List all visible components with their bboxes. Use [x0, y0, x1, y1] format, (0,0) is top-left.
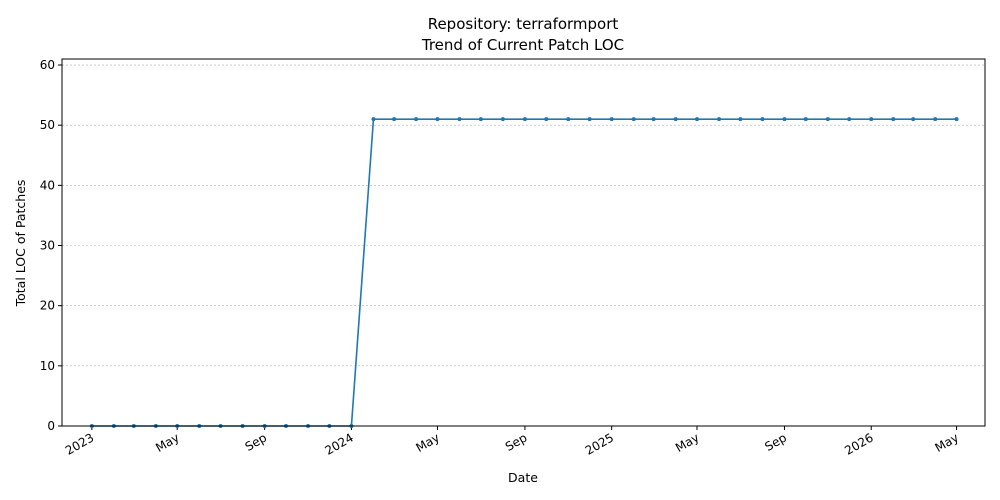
y-tick-label: 20 — [40, 299, 55, 313]
data-point — [587, 117, 592, 122]
data-point — [631, 117, 636, 122]
data-point — [891, 117, 896, 122]
plot-frame — [61, 58, 986, 427]
x-tick-label: May — [933, 430, 961, 455]
chart-title: Repository: terraformport — [428, 15, 619, 33]
data-point — [760, 117, 765, 122]
data-point — [392, 117, 397, 122]
data-point — [457, 117, 462, 122]
data-point — [825, 117, 830, 122]
data-point — [717, 117, 722, 122]
data-point — [478, 117, 483, 122]
data-point — [933, 117, 938, 122]
x-tick-label: May — [153, 430, 181, 455]
x-tick-label: May — [413, 430, 441, 455]
x-tick-label: 2025 — [583, 430, 616, 457]
data-point — [803, 117, 808, 122]
x-tick-label: Sep — [503, 430, 530, 453]
data-point — [435, 117, 440, 122]
series-layer — [89, 117, 959, 428]
x-tick-label: May — [673, 430, 701, 455]
y-tick-label: 50 — [40, 118, 55, 132]
x-tick-label: 2026 — [842, 430, 875, 457]
data-point — [609, 117, 614, 122]
x-axis-ticks: 2023 May Sep 2024 May Sep 2025 May Sep 2026 May — [63, 426, 961, 458]
y-gridlines — [62, 64, 985, 367]
x-axis-label: Date — [508, 470, 538, 485]
y-tick-label: 10 — [40, 359, 55, 373]
data-point — [954, 117, 959, 122]
x-tick-label: Sep — [243, 430, 270, 453]
data-point — [651, 117, 656, 122]
y-axis-label: Total LOC of Patches — [13, 180, 28, 308]
data-point — [414, 117, 419, 122]
data-point — [522, 117, 527, 122]
data-point — [782, 117, 787, 122]
y-tick-label: 40 — [40, 178, 55, 192]
y-axis-ticks: 0 10 20 30 40 50 60 — [40, 58, 62, 433]
y-tick-label: 60 — [40, 58, 55, 72]
data-point — [738, 117, 743, 122]
data-point — [566, 117, 571, 122]
data-point — [500, 117, 505, 122]
data-point — [869, 117, 874, 122]
chart-subtitle: Trend of Current Patch LOC — [421, 36, 624, 54]
y-tick-label: 30 — [40, 239, 55, 253]
data-point — [847, 117, 852, 122]
y-tick-label: 0 — [47, 419, 55, 433]
x-tick-label: 2023 — [63, 430, 96, 457]
x-tick-label: Sep — [762, 430, 789, 453]
series-line — [91, 118, 957, 427]
data-point — [673, 117, 678, 122]
data-point — [695, 117, 700, 122]
data-point — [371, 117, 376, 122]
x-tick-label: 2024 — [322, 430, 355, 457]
data-point — [544, 117, 549, 122]
data-point — [911, 117, 916, 122]
